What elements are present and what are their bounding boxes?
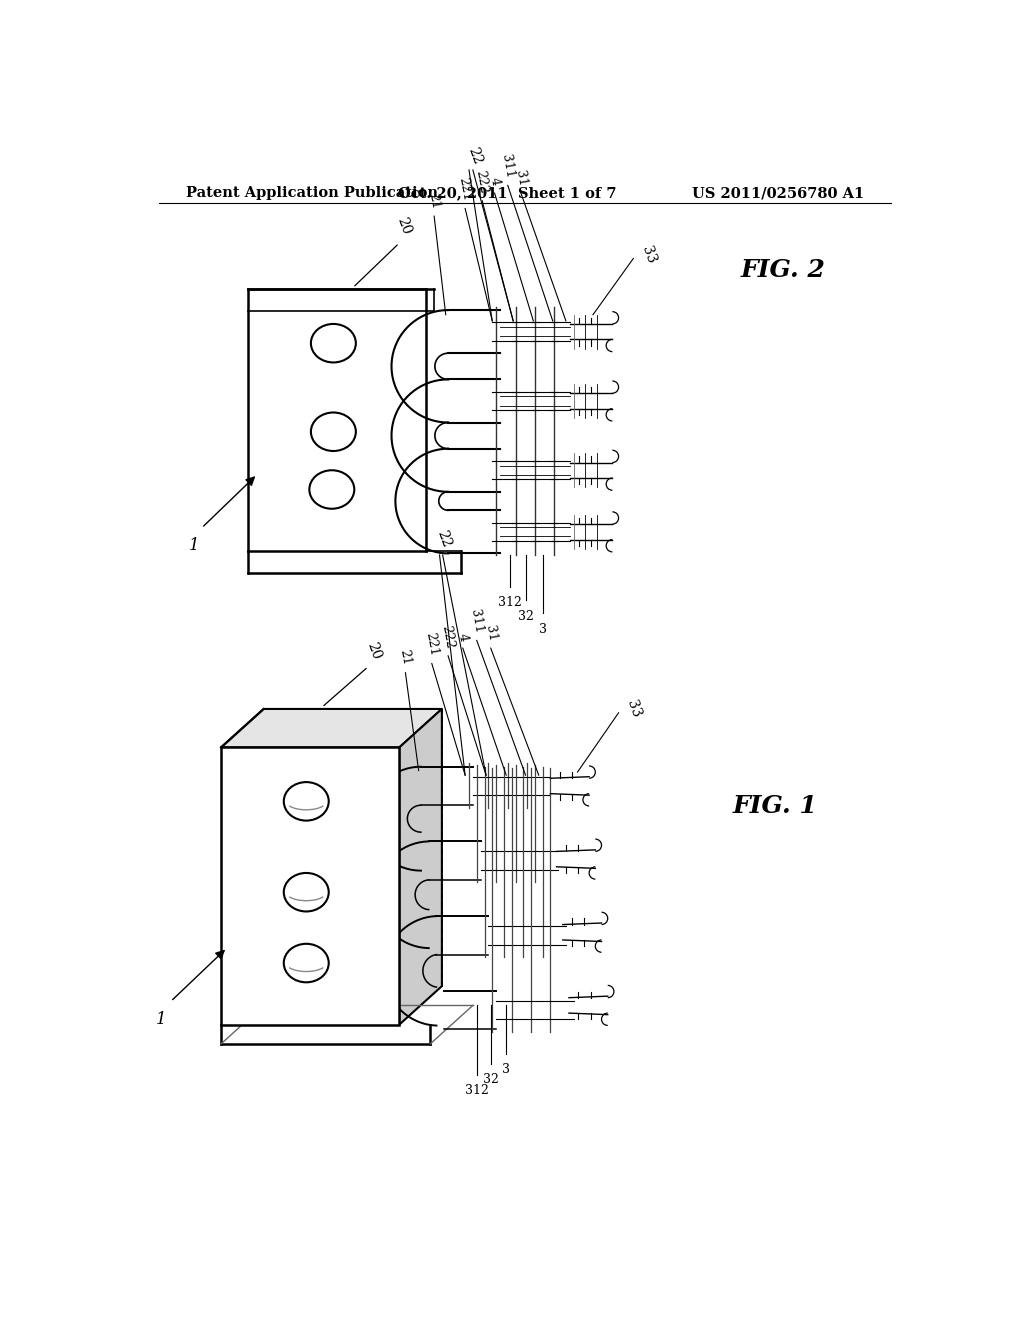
- Text: 20: 20: [365, 640, 383, 661]
- Text: Patent Application Publication: Patent Application Publication: [186, 186, 438, 201]
- Text: 312: 312: [465, 1084, 488, 1097]
- Ellipse shape: [284, 873, 329, 911]
- Text: 221: 221: [423, 632, 440, 657]
- Text: 33: 33: [640, 244, 658, 265]
- Text: 21: 21: [426, 193, 442, 210]
- Text: 20: 20: [394, 215, 414, 238]
- Polygon shape: [399, 709, 442, 1024]
- Ellipse shape: [311, 323, 356, 363]
- Text: 32: 32: [482, 1073, 499, 1086]
- Ellipse shape: [284, 781, 329, 821]
- Ellipse shape: [309, 470, 354, 508]
- Text: US 2011/0256780 A1: US 2011/0256780 A1: [692, 186, 864, 201]
- Text: FIG. 2: FIG. 2: [740, 257, 825, 282]
- Text: 1: 1: [156, 1011, 167, 1028]
- Text: 222: 222: [439, 624, 457, 649]
- Text: 1: 1: [188, 537, 200, 554]
- Ellipse shape: [311, 412, 356, 451]
- Text: 3: 3: [539, 623, 547, 636]
- Text: 312: 312: [498, 595, 522, 609]
- Text: 222: 222: [474, 169, 490, 194]
- Text: 311: 311: [500, 153, 516, 180]
- Text: FIG. 1: FIG. 1: [732, 793, 817, 817]
- Text: Oct. 20, 2011  Sheet 1 of 7: Oct. 20, 2011 Sheet 1 of 7: [398, 186, 617, 201]
- Polygon shape: [221, 709, 442, 747]
- Ellipse shape: [284, 944, 329, 982]
- Text: 32: 32: [518, 610, 534, 623]
- Text: 31: 31: [483, 624, 499, 642]
- Text: 22: 22: [434, 528, 454, 549]
- Text: 3: 3: [502, 1063, 510, 1076]
- Text: 22: 22: [465, 145, 484, 166]
- Text: 33: 33: [624, 698, 643, 719]
- Polygon shape: [221, 747, 399, 1024]
- Text: 221: 221: [457, 177, 473, 202]
- Text: 311: 311: [468, 609, 485, 635]
- Text: 4: 4: [487, 177, 502, 187]
- Text: 21: 21: [397, 648, 414, 667]
- Text: 31: 31: [513, 169, 528, 187]
- Text: 4: 4: [456, 632, 470, 642]
